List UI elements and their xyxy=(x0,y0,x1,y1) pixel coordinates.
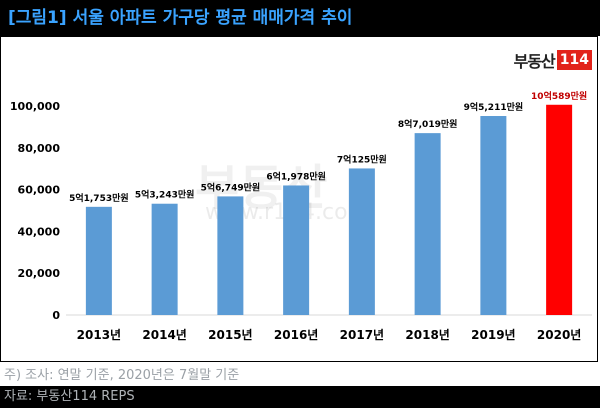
bar xyxy=(414,133,441,315)
data-label: 8억7,019만원 xyxy=(398,118,458,130)
header-bar: [그림1] 서울 아파트 가구당 평균 매매가격 추이 xyxy=(0,0,600,36)
x-tick-label: 2020년 xyxy=(537,328,581,342)
data-label: 10억589만원 xyxy=(531,90,587,102)
x-tick-label: 2017년 xyxy=(340,328,384,342)
data-label: 6억1,978만원 xyxy=(266,170,326,182)
y-tick-label: 80,000 xyxy=(18,142,61,155)
y-tick-label: 20,000 xyxy=(18,267,61,280)
bar xyxy=(546,104,573,316)
y-tick-label: 60,000 xyxy=(18,184,61,197)
x-tick-label: 2018년 xyxy=(405,328,449,342)
x-tick-label: 2014년 xyxy=(142,328,186,342)
brand-logo: 부동산 114 xyxy=(514,48,592,72)
chart-frame xyxy=(0,36,598,362)
footnote: 주) 조사: 연말 기준, 2020년은 7월말 기준 xyxy=(0,366,600,386)
chart-title: [그림1] 서울 아파트 가구당 평균 매매가격 추이 xyxy=(8,8,353,28)
data-label: 5억6,749만원 xyxy=(201,181,261,193)
data-label: 9억5,211만원 xyxy=(464,101,524,113)
x-tick-label: 2015년 xyxy=(208,328,252,342)
x-tick-label: 2019년 xyxy=(471,328,515,342)
bar xyxy=(283,185,310,315)
data-label: 7억125만원 xyxy=(337,153,387,165)
bar xyxy=(348,168,375,315)
y-tick-label: 40,000 xyxy=(18,225,61,238)
x-tick-label: 2016년 xyxy=(274,328,318,342)
source-note: 자료: 부동산114 REPS xyxy=(0,386,600,408)
bar xyxy=(217,196,244,315)
x-tick-label: 2013년 xyxy=(77,328,121,342)
bar xyxy=(85,206,112,315)
y-tick-label: 100,000 xyxy=(10,100,60,113)
data-label: 5억1,753만원 xyxy=(69,192,129,204)
data-label: 5억3,243만원 xyxy=(135,189,195,201)
bar xyxy=(151,203,178,315)
bar xyxy=(480,116,507,316)
logo-number: 114 xyxy=(556,50,592,70)
y-tick-label: 0 xyxy=(52,309,60,322)
logo-text: 부동산 xyxy=(513,52,556,71)
bar-chart: 0 20,000 40,000 60,000 80,000 100,000 5억1,753만… xyxy=(10,90,592,342)
